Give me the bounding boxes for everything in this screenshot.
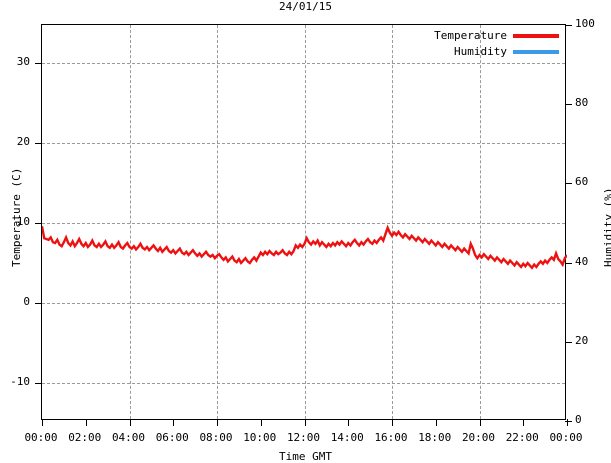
tick-y-left — [35, 223, 42, 224]
tick-x — [435, 419, 437, 426]
tick-x — [479, 419, 481, 426]
x-tick-label: 18:00 — [418, 431, 452, 444]
tick-y-left — [35, 143, 42, 144]
y-axis-title-right: Humidity (%) — [602, 187, 611, 267]
x-tick-label: 16:00 — [374, 431, 408, 444]
y-tick-label-right: 0 — [575, 413, 582, 426]
tick-y-left — [35, 383, 42, 384]
y-axis-title-left: Temperature (C) — [10, 167, 23, 267]
x-tick-label: 00:00 — [24, 431, 58, 444]
grid-layer — [42, 25, 565, 419]
y-tick-label-left: 0 — [23, 295, 30, 308]
gridline-horizontal — [42, 223, 565, 224]
tick-y-right — [565, 262, 572, 264]
tick-x — [567, 419, 568, 426]
gridline-horizontal — [42, 383, 565, 384]
tick-y-left — [35, 63, 42, 64]
tick-y-left — [35, 303, 42, 304]
x-tick-label: 10:00 — [243, 431, 277, 444]
series-plot — [42, 224, 567, 270]
plot-area: Temperature Humidity — [35, 24, 572, 426]
y-tick-label-left: 10 — [16, 215, 30, 228]
legend-swatch-humidity — [513, 49, 559, 54]
gridline-horizontal — [42, 63, 565, 64]
tick-x — [85, 419, 87, 426]
tick-x — [42, 419, 43, 426]
tick-x — [304, 419, 306, 426]
legend-label-temperature: Temperature — [434, 29, 507, 42]
gridline-vertical — [392, 25, 393, 419]
y-tick-label-left: -10 — [10, 375, 30, 388]
gridline-vertical — [129, 25, 131, 419]
gridline-vertical — [304, 25, 306, 419]
chart-title: 24/01/15 — [279, 0, 332, 13]
y-tick-label-right: 40 — [575, 254, 589, 268]
x-tick-label: 14:00 — [330, 431, 364, 444]
x-tick-label: 00:00 — [549, 431, 583, 444]
tick-y-right — [565, 341, 572, 343]
x-axis-title: Time GMT — [279, 450, 332, 463]
x-tick-label: 12:00 — [286, 431, 321, 444]
tick-y-right — [565, 421, 572, 422]
legend-label-humidity: Humidity — [454, 45, 507, 58]
x-tick-label: 06:00 — [155, 431, 189, 444]
tick-y-right — [565, 104, 572, 106]
y-tick-label-right: 100 — [575, 17, 595, 30]
gridline-vertical — [479, 25, 481, 419]
gridline-vertical — [217, 25, 218, 419]
tick-x — [523, 419, 525, 426]
x-tick-label: 02:00 — [68, 431, 102, 444]
x-tick-label: 04:00 — [111, 431, 146, 444]
tick-y-right — [565, 183, 572, 185]
y-tick-label-left: 20 — [16, 135, 30, 148]
tick-x — [348, 419, 350, 426]
legend-item-temperature: Temperature — [434, 29, 559, 42]
tick-y-right — [565, 25, 572, 26]
x-tick-label: 20:00 — [461, 431, 496, 444]
tick-x — [392, 419, 393, 426]
tick-x — [260, 419, 262, 426]
tick-x — [129, 419, 131, 426]
series-line-temperature — [42, 224, 567, 270]
y-tick-label-left: 30 — [16, 55, 30, 68]
legend-swatch-temperature — [513, 33, 559, 38]
gridline-horizontal — [42, 143, 565, 144]
x-tick-label: 22:00 — [505, 431, 539, 444]
y-tick-label-right: 60 — [575, 175, 589, 189]
gridline-horizontal — [42, 303, 565, 304]
chart-legend: Temperature Humidity — [434, 29, 559, 58]
tick-x — [173, 419, 175, 426]
legend-item-humidity: Humidity — [454, 45, 559, 58]
tick-x — [217, 419, 218, 426]
y-tick-label-right: 20 — [575, 333, 589, 347]
x-tick-label: 08:00 — [199, 431, 233, 444]
y-tick-label-right: 80 — [575, 96, 589, 110]
